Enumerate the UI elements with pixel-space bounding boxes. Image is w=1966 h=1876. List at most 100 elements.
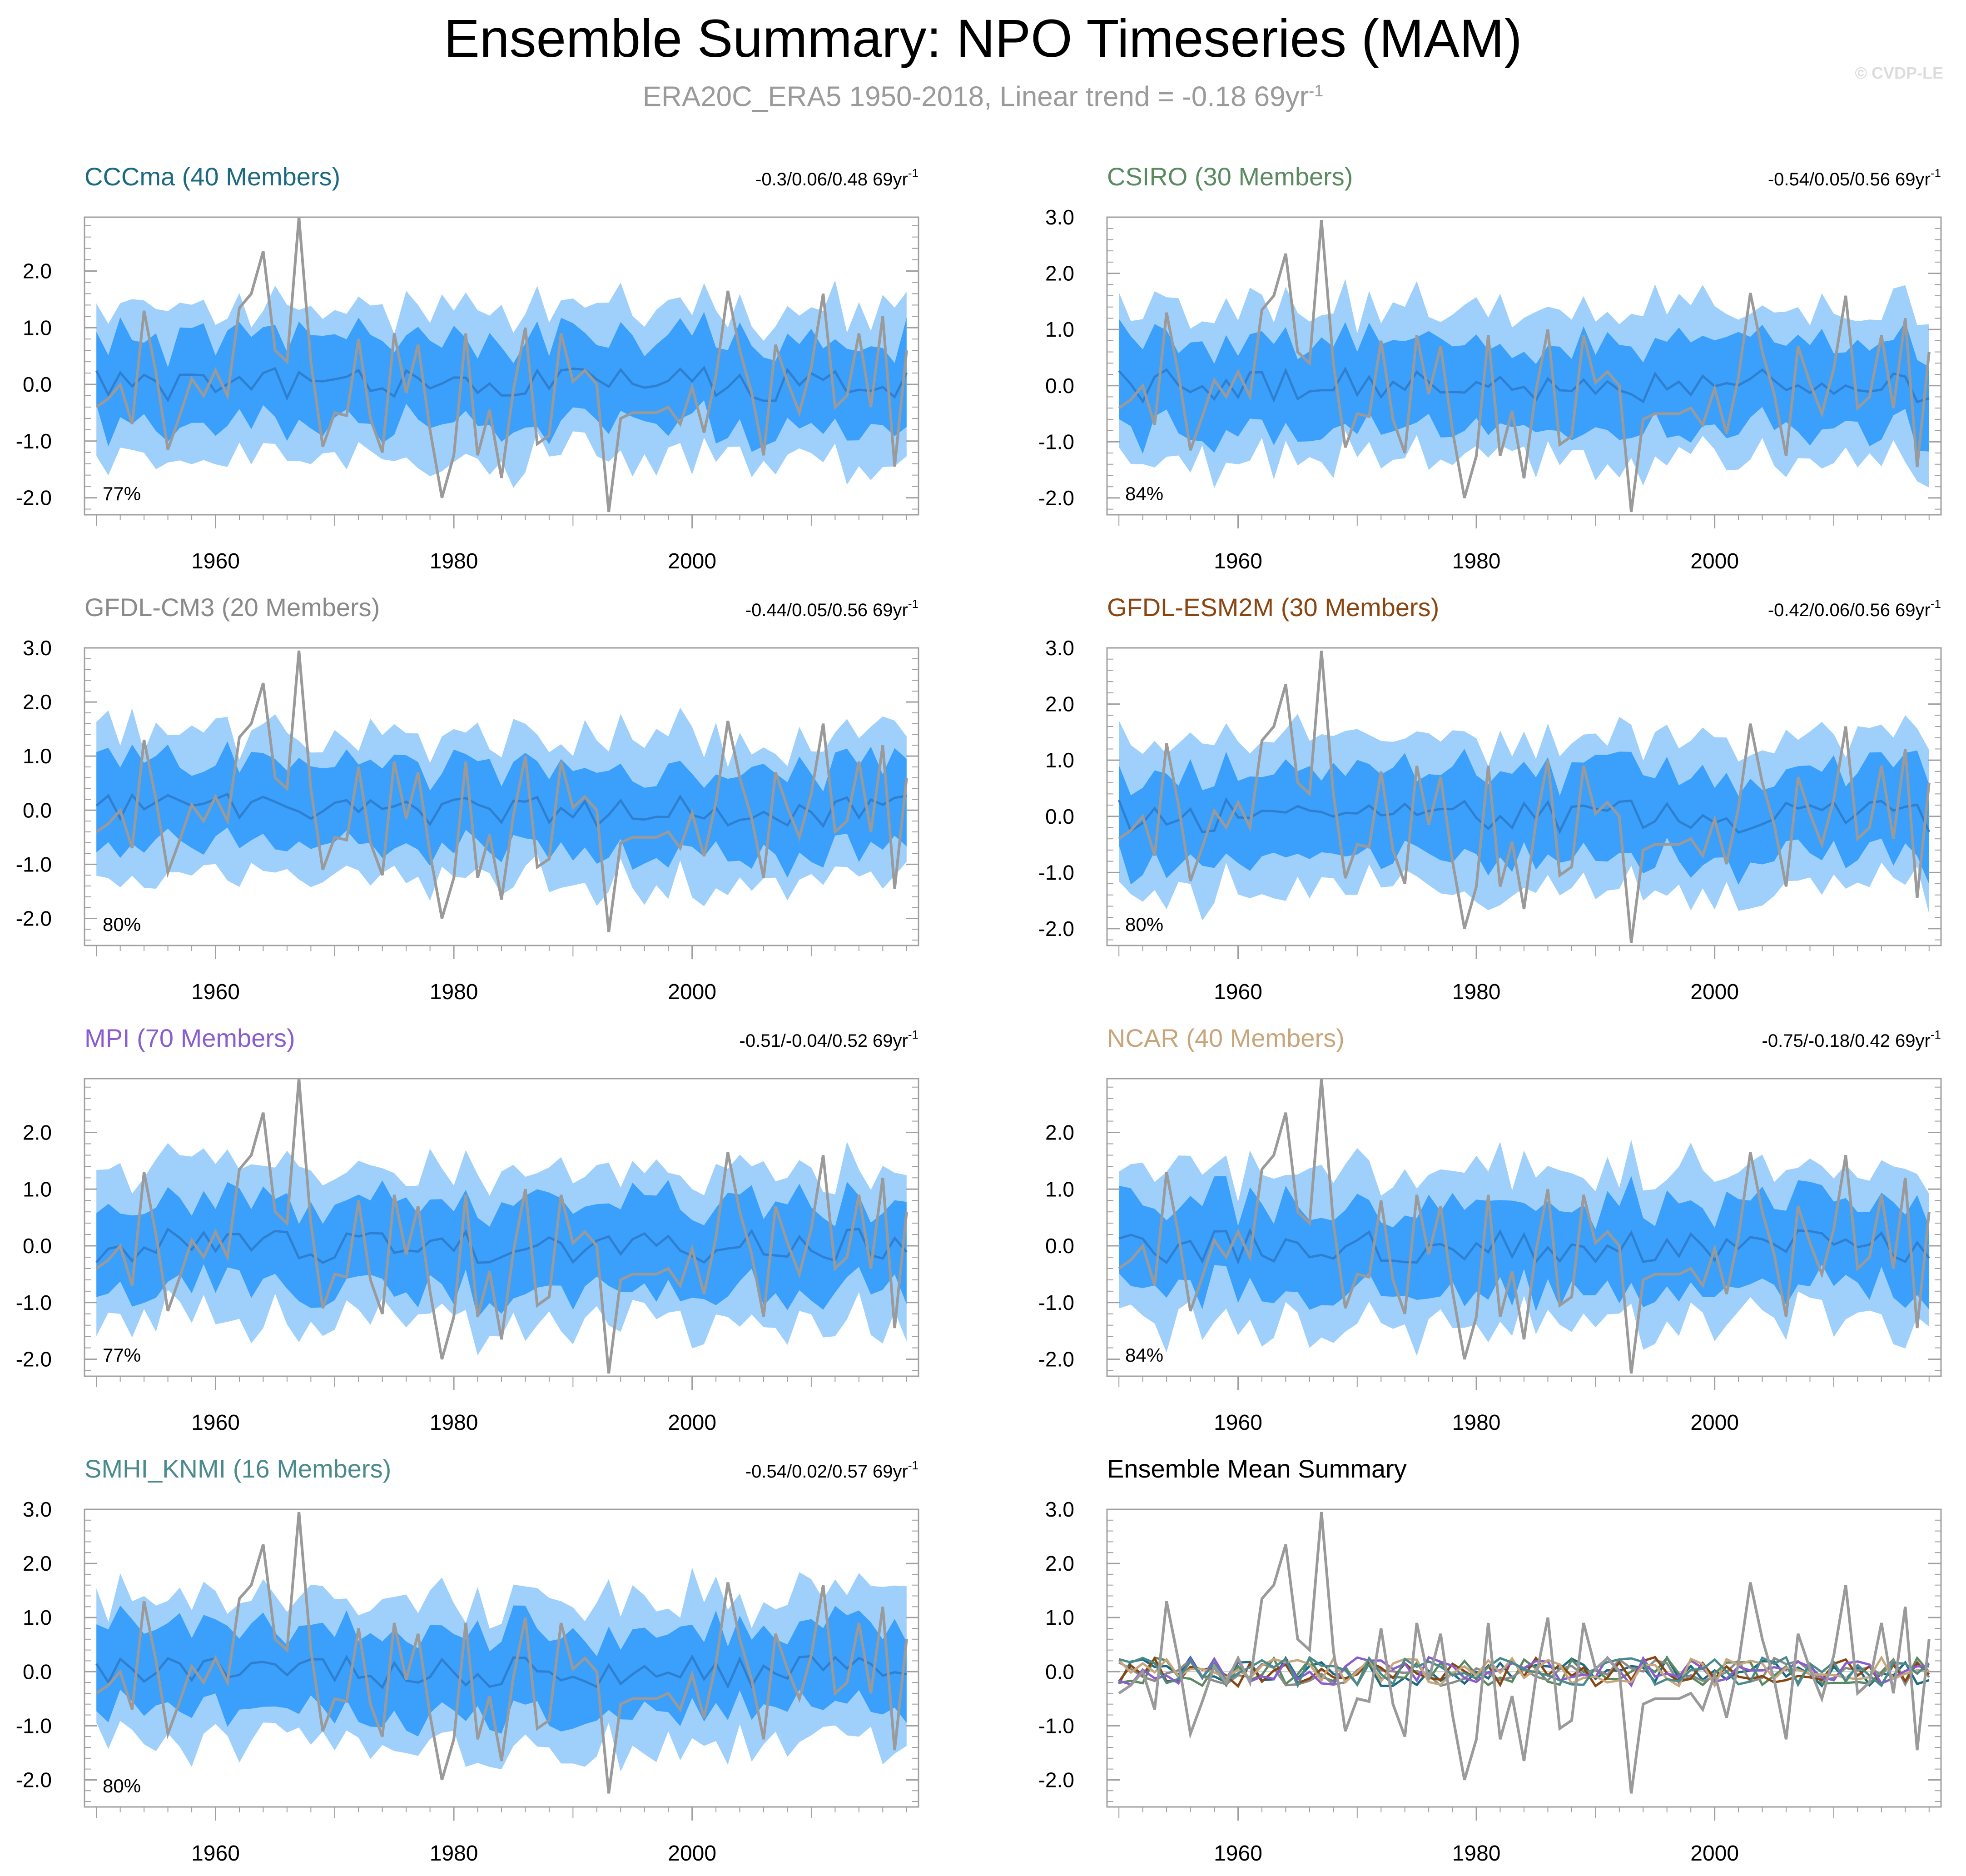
ensemble-mean-line — [95, 365, 908, 403]
y-tick-label: 1.0 — [1045, 1177, 1074, 1201]
inner-range-band — [96, 312, 907, 452]
panel-plot-area — [84, 1512, 918, 1794]
x-tick-label: 1980 — [430, 1411, 478, 1435]
y-tick-label: 1.0 — [23, 1606, 52, 1629]
panel-stat-text: -0.75/-0.18/0.42 69yr — [1762, 1031, 1931, 1051]
panel-title: SMHI_KNMI (16 Members) — [84, 1454, 391, 1483]
x-tick-label: 1980 — [430, 549, 478, 573]
x-tick-label: 2000 — [668, 1841, 716, 1866]
y-tick-label: 0.0 — [23, 798, 52, 822]
y-axis: -2.0 -1.0 0.0 1.0 2.0 3.0 — [1038, 636, 1941, 940]
observed-line — [95, 1079, 908, 1374]
observed-line — [1118, 1512, 1931, 1794]
panel-stat-text: -0.42/0.06/0.56 69yr — [1768, 600, 1931, 620]
panel-plot-area — [84, 1079, 918, 1374]
percent-within-label: 80% — [1125, 914, 1163, 935]
panel-stat: -0.54/0.02/0.57 69yr-1 — [745, 1458, 918, 1482]
x-tick-label: 1980 — [1452, 1411, 1501, 1435]
y-tick-label: -1.0 — [1038, 430, 1074, 453]
percent-within-label: 80% — [103, 914, 141, 935]
x-axis: 1960 1980 2000 — [96, 515, 907, 573]
y-axis: -2.0 -1.0 0.0 1.0 2.0 3.0 — [16, 1498, 918, 1802]
panel-stat-sup: -1 — [1931, 1028, 1941, 1041]
subtitle-text: ERA20C_ERA5 1950-2018, Linear trend = -0… — [642, 81, 1309, 113]
y-tick-label: -2.0 — [1038, 917, 1074, 940]
y-tick-label: 2.0 — [1045, 1552, 1074, 1575]
y-tick-label: 2.0 — [23, 259, 52, 283]
y-tick-label: -2.0 — [1038, 1768, 1074, 1791]
panel-stat: -0.3/0.06/0.48 69yr-1 — [755, 166, 918, 189]
subtitle-superscript: -1 — [1309, 81, 1324, 100]
x-tick-label: 2000 — [668, 980, 716, 1004]
inner-range-band — [1119, 1176, 1929, 1312]
y-tick-label: -1.0 — [1038, 1291, 1074, 1314]
y-axis: -2.0 -1.0 0.0 1.0 2.0 3.0 — [16, 636, 918, 941]
panel-stat-sup: -1 — [908, 597, 918, 611]
observed-line — [1118, 1079, 1931, 1374]
y-tick-label: -2.0 — [16, 906, 52, 930]
x-axis: 1960 1980 2000 — [96, 945, 907, 1004]
panel-plot-area — [1107, 219, 1941, 513]
panel-SMHI_KNMI: SMHI_KNMI (16 Members) -0.54/0.02/0.57 69… — [16, 1454, 919, 1866]
observed-line — [95, 217, 908, 513]
x-axis: 1960 1980 2000 — [1118, 945, 1930, 1004]
panel-frame — [1106, 1508, 1942, 1808]
x-tick-label: 1980 — [1452, 980, 1501, 1004]
percent-within-label: 84% — [1125, 1344, 1163, 1366]
x-tick-label: 1960 — [1214, 549, 1262, 573]
y-axis: -2.0 -1.0 0.0 1.0 2.0 — [16, 1086, 918, 1371]
x-tick-label: 2000 — [1690, 1411, 1739, 1435]
percent-within-label: 80% — [103, 1775, 141, 1796]
y-tick-label: 3.0 — [23, 1498, 52, 1521]
x-tick-label: 1960 — [1214, 1411, 1262, 1435]
y-tick-label: 0.0 — [1045, 374, 1074, 398]
x-axis: 1960 1980 2000 — [96, 1376, 907, 1435]
observed-line — [95, 650, 908, 932]
y-tick-label: 2.0 — [23, 1552, 52, 1575]
y-tick-label: 1.0 — [23, 316, 52, 339]
panel-stat-text: -0.54/0.05/0.56 69yr — [1768, 169, 1931, 189]
panel-stat: -0.54/0.05/0.56 69yr-1 — [1768, 166, 1941, 189]
panel-stat: -0.42/0.06/0.56 69yr-1 — [1768, 597, 1941, 620]
y-tick-label: 3.0 — [23, 636, 52, 660]
y-tick-label: -1.0 — [16, 852, 52, 876]
panel-GFDL-ESM2M: GFDL-ESM2M (30 Members) -0.42/0.06/0.56 6… — [1038, 593, 1942, 1004]
y-tick-label: 1.0 — [23, 744, 52, 768]
x-axis: 1960 1980 2000 — [1118, 1376, 1930, 1435]
panel-stat-sup: -1 — [908, 1458, 918, 1472]
panel-title: GFDL-ESM2M (30 Members) — [1107, 593, 1439, 622]
x-axis: 1960 1980 2000 — [96, 1807, 907, 1866]
x-tick-label: 1960 — [191, 1411, 240, 1435]
y-tick-label: -1.0 — [16, 1714, 52, 1737]
x-tick-label: 2000 — [668, 549, 716, 573]
x-tick-label: 1980 — [1452, 549, 1501, 573]
panel-stat: -0.75/-0.18/0.42 69yr-1 — [1762, 1028, 1941, 1051]
panel-MPI: MPI (70 Members) -0.51/-0.04/0.52 69yr-1 7… — [16, 1024, 919, 1435]
y-tick-label: -2.0 — [16, 486, 52, 510]
panel-plot-area — [1107, 1512, 1941, 1794]
inner-range-band — [1119, 749, 1929, 885]
y-tick-label: 1.0 — [23, 1177, 52, 1201]
y-tick-label: 0.0 — [1045, 805, 1074, 828]
y-tick-label: 0.0 — [23, 1234, 52, 1258]
y-tick-label: -1.0 — [1038, 1714, 1074, 1737]
panel-stat-text: -0.44/0.05/0.56 69yr — [745, 600, 908, 620]
y-tick-label: 0.0 — [23, 1660, 52, 1683]
panel-stat-text: -0.3/0.06/0.48 69yr — [755, 169, 908, 189]
panel-stat: -0.51/-0.04/0.52 69yr-1 — [740, 1028, 918, 1051]
x-tick-label: 1980 — [430, 980, 478, 1004]
panel-plot-area — [1107, 650, 1941, 943]
x-axis: 1960 1980 2000 — [1118, 515, 1930, 573]
x-tick-label: 1960 — [191, 549, 240, 573]
page-subtitle: ERA20C_ERA5 1950-2018, Linear trend = -0… — [0, 73, 1966, 115]
y-tick-label: 2.0 — [1045, 692, 1074, 716]
y-tick-label: -2.0 — [1038, 486, 1074, 510]
observed-line — [95, 1512, 908, 1794]
panel-stat-sup: -1 — [1931, 166, 1941, 180]
y-tick-label: -2.0 — [1038, 1348, 1074, 1371]
y-tick-label: 0.0 — [1045, 1660, 1074, 1683]
panel-summary: Ensemble Mean Summary -2.0 -1.0 0.0 1.0 2.0 3.… — [1038, 1454, 1942, 1866]
panel-plot-area — [1107, 1079, 1941, 1374]
observed-line — [1118, 219, 1931, 513]
